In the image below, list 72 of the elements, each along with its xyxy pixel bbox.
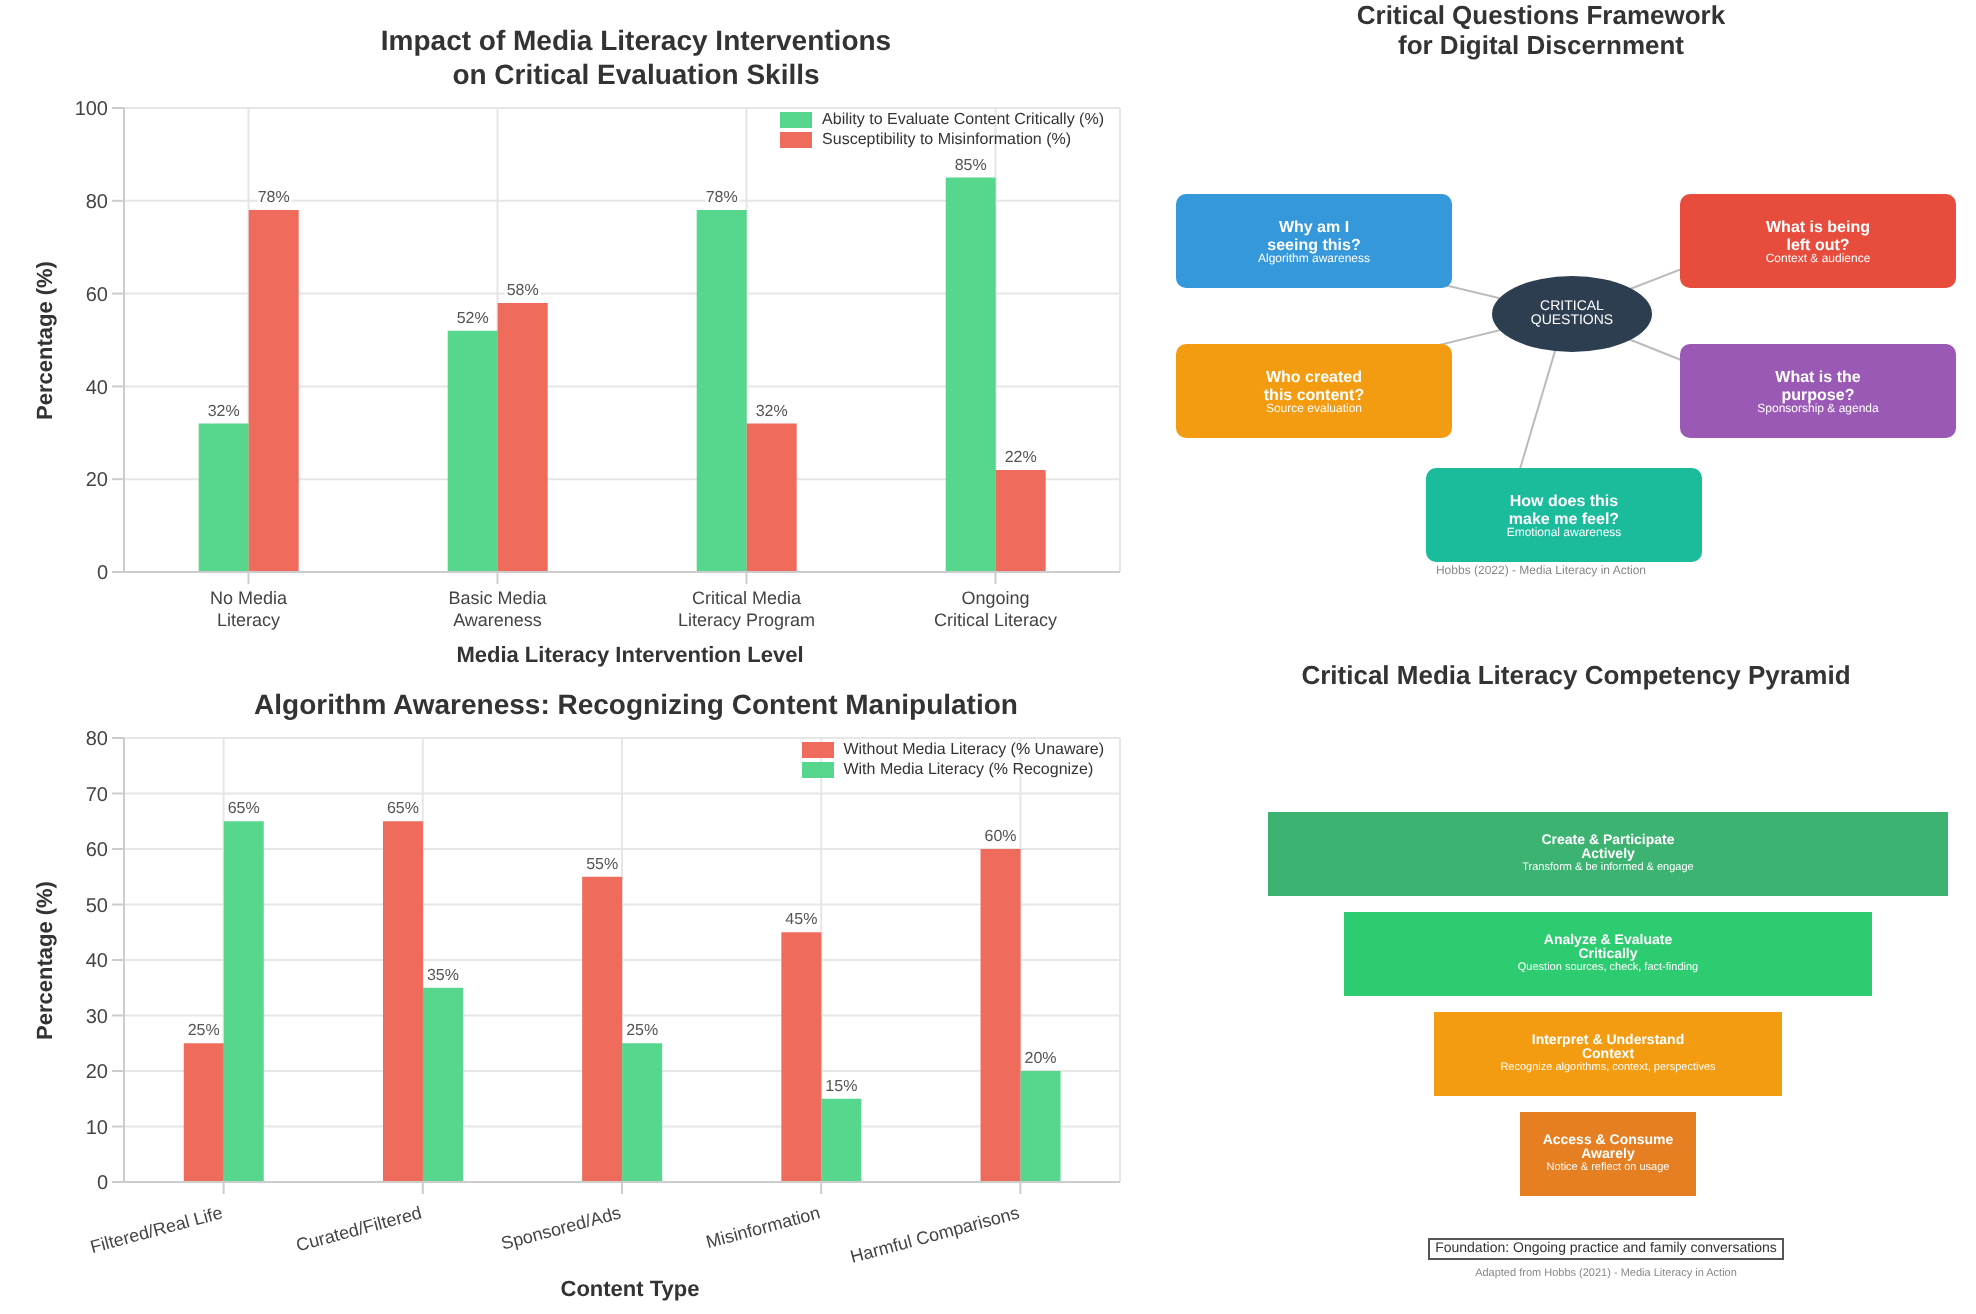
text: Critical Media Literacy Competency Pyramid	[1299, 660, 1853, 690]
legend-label: Without Media Literacy (% Unaware)	[843, 740, 1104, 760]
category-label: Why am I seeing this?	[1267, 217, 1363, 253]
data-label: 32%	[755, 401, 788, 420]
bar	[422, 987, 463, 1182]
y-axis-title: Percentage (%)	[33, 880, 58, 1040]
data-label: 35%	[426, 965, 459, 984]
bar	[746, 423, 797, 572]
legend-label: Susceptibility to Misinformation (%)	[822, 130, 1072, 150]
y-tick-label: 40	[85, 377, 109, 400]
bar	[183, 1043, 224, 1182]
data-label: 65%	[386, 799, 419, 818]
bar	[696, 210, 747, 572]
text: Critical Questions Framework for Digital Discernment	[1354, 0, 1728, 60]
chart-title: Impact of Media Literacy Interventions on Critical Evaluation Skills	[378, 24, 894, 92]
data-label: 78%	[705, 188, 738, 207]
chart-title: Algorithm Awareness: Recognizing Content Manipulation	[252, 688, 1020, 722]
x-tick-label: No Media Literacy	[209, 588, 288, 630]
x-tick-label: Critical Media Literacy Program	[677, 588, 816, 630]
bar	[995, 469, 1046, 572]
data-label: 22%	[1004, 447, 1037, 466]
data-label: 60%	[984, 827, 1017, 845]
bar	[497, 302, 548, 572]
bar	[223, 821, 264, 1182]
data-label: 45%	[785, 910, 818, 929]
bar	[198, 423, 249, 572]
bar	[248, 210, 299, 572]
category-label: What is being left out?	[1764, 217, 1872, 253]
x-tick-label: Ongoing Critical Literacy	[933, 588, 1059, 630]
y-tick-label: 10	[85, 1117, 109, 1140]
y-tick-label: 20	[85, 470, 109, 493]
legend-label: Ability to Evaluate Content Critically (%)	[822, 110, 1104, 130]
bar	[447, 330, 498, 572]
bar	[1020, 1071, 1061, 1182]
y-tick-label: 70	[85, 784, 109, 807]
category-label: How does this make me feel?	[1508, 491, 1622, 527]
y-tick-label: 80	[85, 729, 109, 752]
data-label: 15%	[825, 1076, 858, 1095]
data-label: 20%	[1024, 1049, 1057, 1067]
bar	[622, 1043, 663, 1182]
data-label: 78%	[257, 188, 290, 207]
y-tick-label: 50	[85, 895, 109, 918]
data-label: 55%	[586, 854, 619, 873]
x-tick-label: Basic Media Awareness	[448, 588, 547, 630]
legend-label: With Media Literacy (% Recognize)	[843, 760, 1094, 780]
category-label: Who created this content?	[1261, 367, 1367, 403]
x-axis-title: Media Literacy Intervention Level	[454, 642, 806, 670]
bar	[945, 177, 996, 572]
data-label: 65%	[227, 799, 260, 818]
y-axis-title: Percentage (%)	[33, 260, 58, 420]
y-tick-label: 100	[74, 99, 109, 122]
y-tick-label: 20	[85, 1062, 109, 1085]
bar	[980, 849, 1021, 1182]
data-label: 58%	[506, 280, 539, 299]
bar	[821, 1098, 862, 1182]
bar	[582, 876, 623, 1182]
y-tick-label: 30	[85, 1006, 109, 1029]
y-tick-label: 60	[85, 284, 109, 307]
bar	[781, 932, 822, 1182]
y-tick-label: 60	[85, 840, 109, 863]
bar	[382, 821, 423, 1182]
y-tick-label: 0	[96, 563, 109, 586]
data-label: 25%	[187, 1021, 220, 1040]
y-tick-label: 40	[85, 951, 109, 974]
data-label: 32%	[207, 401, 240, 420]
data-label: 52%	[456, 308, 489, 327]
y-tick-label: 80	[85, 191, 109, 214]
y-tick-label: 0	[96, 1173, 109, 1196]
category-label: What is the purpose?	[1775, 367, 1861, 403]
data-label: 25%	[626, 1021, 659, 1040]
data-label: 85%	[954, 155, 987, 174]
x-axis-title: Content Type	[558, 1276, 702, 1304]
